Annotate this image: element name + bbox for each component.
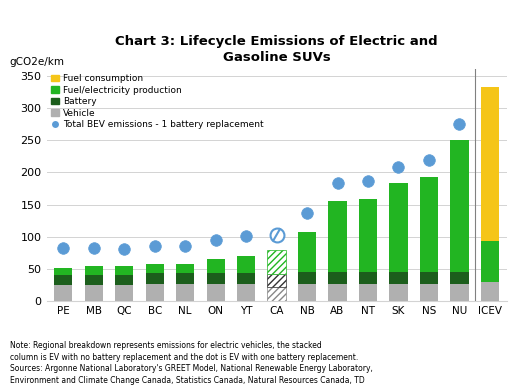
Bar xyxy=(420,284,438,301)
Point xyxy=(364,178,372,185)
Bar xyxy=(85,275,103,285)
Point xyxy=(455,121,464,127)
Title: Chart 3: Lifecycle Emissions of Electric and
Gasoline SUVs: Chart 3: Lifecycle Emissions of Electric… xyxy=(115,35,438,64)
Text: gCO2e/km: gCO2e/km xyxy=(10,57,65,67)
Bar xyxy=(420,272,438,284)
Bar xyxy=(359,272,377,284)
Bar xyxy=(85,266,103,275)
Bar xyxy=(206,284,225,301)
Point xyxy=(89,245,98,251)
Bar xyxy=(54,285,72,301)
Point xyxy=(333,180,342,186)
Bar xyxy=(237,284,255,301)
Bar xyxy=(359,200,377,272)
Bar xyxy=(237,256,255,273)
Point xyxy=(211,237,220,243)
Bar xyxy=(298,284,316,301)
Bar xyxy=(206,259,225,273)
Text: Note: Regional breakdown represents emissions for electric vehicles, the stacked: Note: Regional breakdown represents emis… xyxy=(10,341,373,385)
Bar xyxy=(267,287,286,301)
Bar xyxy=(389,272,407,284)
Bar xyxy=(420,177,438,272)
Bar xyxy=(176,284,194,301)
Bar xyxy=(389,183,407,272)
Bar xyxy=(85,285,103,301)
Bar xyxy=(450,284,468,301)
Bar xyxy=(450,140,468,272)
Bar xyxy=(328,272,347,284)
Bar xyxy=(389,284,407,301)
Point xyxy=(181,243,189,249)
Bar xyxy=(54,275,72,285)
Bar xyxy=(328,201,347,272)
Bar xyxy=(328,284,347,301)
Point xyxy=(394,164,403,170)
Bar xyxy=(359,284,377,301)
Point xyxy=(59,245,67,251)
Bar xyxy=(115,275,133,285)
Bar xyxy=(115,285,133,301)
Bar xyxy=(237,273,255,284)
Point xyxy=(303,210,311,216)
Bar xyxy=(481,241,499,282)
Bar xyxy=(54,267,72,275)
Point xyxy=(272,232,281,238)
Bar xyxy=(146,273,164,284)
Point xyxy=(242,233,250,239)
Point xyxy=(425,156,433,163)
Bar xyxy=(176,264,194,273)
Legend: Fuel consumption, Fuel/electricity production, Battery, Vehicle, Total BEV emiss: Fuel consumption, Fuel/electricity produ… xyxy=(51,74,263,129)
Bar xyxy=(267,274,286,287)
Bar xyxy=(481,87,499,241)
Point xyxy=(150,243,159,249)
Bar xyxy=(146,284,164,301)
Bar xyxy=(115,266,133,275)
Bar xyxy=(146,264,164,273)
Bar xyxy=(176,273,194,284)
Bar xyxy=(298,232,316,272)
Bar xyxy=(206,273,225,284)
Bar xyxy=(450,272,468,284)
Bar xyxy=(267,250,286,274)
Bar xyxy=(481,282,499,301)
Bar xyxy=(298,272,316,284)
Point xyxy=(120,246,128,252)
